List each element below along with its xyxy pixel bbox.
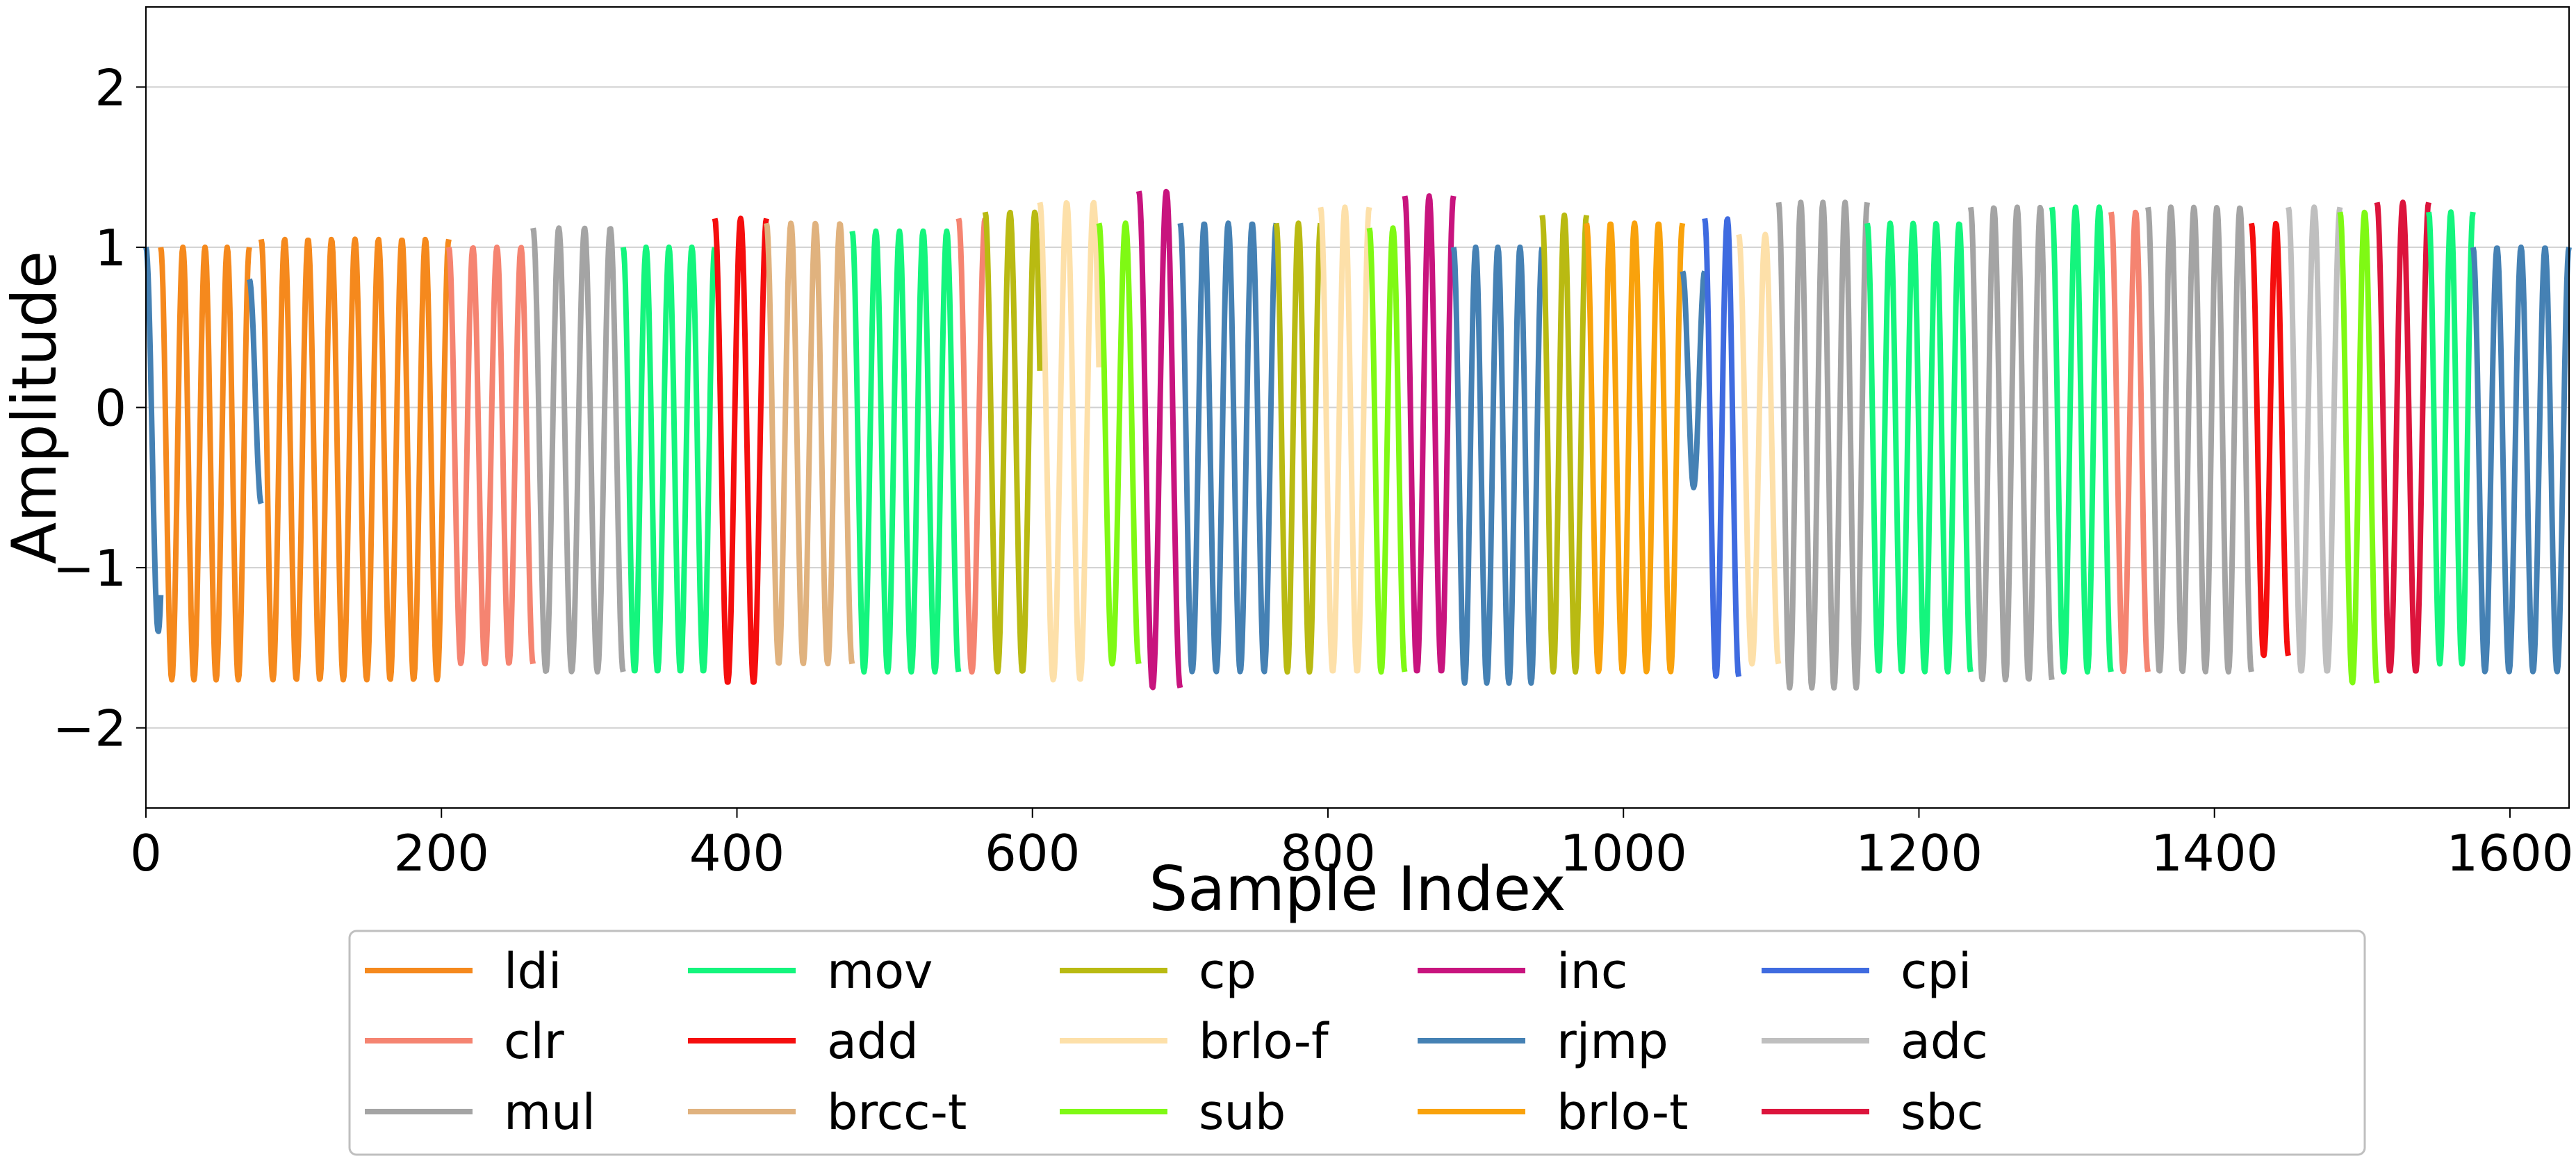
series-segment-rjmp-37 — [2470, 244, 2572, 675]
series-segment-brlo-t-22 — [1584, 220, 1686, 675]
legend-label-mov: mov — [827, 943, 933, 1000]
legend-label-cpi: cpi — [1901, 943, 1971, 1000]
series-segment-adc-33 — [2286, 204, 2343, 674]
series-segment-mov-36 — [2426, 209, 2476, 667]
legend-box — [348, 930, 2366, 1156]
series-segment-inc-19 — [1402, 193, 1457, 674]
x-tick-label-4: 800 — [1280, 824, 1375, 882]
series-lines — [143, 188, 2572, 691]
series-segment-clr-10 — [955, 217, 988, 675]
series-segment-add-32 — [2248, 220, 2291, 659]
series-segment-mov-6 — [620, 244, 718, 674]
series-segment-mul-26 — [1775, 199, 1870, 691]
y-tick-label-3: 1 — [95, 219, 126, 277]
series-segment-inc-14 — [1135, 188, 1183, 691]
x-axis-ticks: 0 200 400 600 800 1000 1200 1400 1600 — [130, 808, 2574, 882]
x-tick-label-7: 1400 — [2151, 824, 2278, 882]
series-segment-ldi-1 — [158, 244, 252, 683]
legend-label-sbc: sbc — [1901, 1084, 1983, 1141]
series-segment-cp-21 — [1539, 212, 1590, 675]
series-segment-mul-5 — [530, 225, 626, 675]
legend-label-sub: sub — [1199, 1084, 1286, 1141]
series-segment-cp-16 — [1273, 220, 1324, 675]
legend-label-adc: adc — [1901, 1013, 1988, 1070]
x-tick-label-1: 200 — [394, 824, 489, 882]
series-segment-mov-9 — [849, 228, 962, 675]
series-segment-sub-18 — [1366, 225, 1408, 675]
y-tick-label-4: 2 — [95, 58, 126, 117]
series-segment-cpi-24 — [1702, 216, 1742, 679]
legend-label-ldi: ldi — [504, 943, 561, 1000]
series-segment-clr-4 — [445, 245, 536, 667]
series-segment-rjmp-20 — [1450, 244, 1545, 686]
legend-label-brlo-f: brlo-f — [1199, 1013, 1329, 1070]
legend-label-brlo-t: brlo-t — [1557, 1084, 1689, 1141]
series-segment-brlo-f-17 — [1318, 204, 1372, 674]
x-tick-label-8: 1600 — [2446, 824, 2573, 882]
y-axis-label: Amplitude — [0, 251, 70, 564]
series-segment-mul-28 — [1967, 204, 2055, 683]
legend-label-mul: mul — [504, 1084, 596, 1141]
series-segment-mov-27 — [1864, 220, 1974, 675]
x-tick-label-3: 600 — [985, 824, 1080, 882]
x-axis-label: Sample Index — [1149, 853, 1566, 925]
series-segment-rjmp-2 — [247, 278, 264, 505]
legend-label-add: add — [827, 1013, 919, 1070]
y-axis-ticks: −2 −1 0 1 2 — [53, 58, 146, 758]
x-tick-label-0: 0 — [130, 824, 162, 882]
y-tick-label-2: 0 — [95, 379, 126, 438]
series-segment-clr-30 — [2108, 209, 2151, 675]
x-tick-label-6: 1200 — [1855, 824, 1983, 882]
series-segment-mov-29 — [2049, 204, 2114, 675]
series-segment-sbc-35 — [2374, 199, 2431, 674]
x-tick-label-2: 400 — [689, 824, 785, 882]
y-tick-label-1: −1 — [53, 539, 126, 597]
legend-label-inc: inc — [1557, 943, 1627, 1000]
legend: ldi clr mul mov add brcc-t cp brlo-f sub inc rjmp b… — [348, 930, 2366, 1156]
series-segment-mul-31 — [2145, 204, 2254, 675]
series-segment-add-7 — [712, 215, 769, 685]
series-segment-rjmp-23 — [1680, 270, 1708, 490]
x-tick-label-5: 1000 — [1560, 824, 1687, 882]
legend-label-brcc-t: brcc-t — [827, 1084, 967, 1141]
series-segment-sub-34 — [2337, 209, 2380, 686]
series-segment-cp-11 — [982, 209, 1043, 675]
series-segment-ldi-3 — [258, 236, 452, 683]
series-segment-brcc-t-8 — [764, 220, 855, 667]
y-tick-label-0: −2 — [53, 700, 126, 758]
series-segment-brlo-f-25 — [1736, 231, 1782, 667]
series-segment-sub-13 — [1096, 220, 1142, 667]
legend-label-cp: cp — [1199, 943, 1256, 1000]
series-segment-brlo-f-12 — [1037, 199, 1102, 683]
legend-label-clr: clr — [504, 1013, 564, 1070]
series-segment-rjmp-0 — [143, 247, 164, 634]
legend-label-rjmp: rjmp — [1557, 1013, 1668, 1070]
series-segment-rjmp-15 — [1177, 220, 1279, 675]
